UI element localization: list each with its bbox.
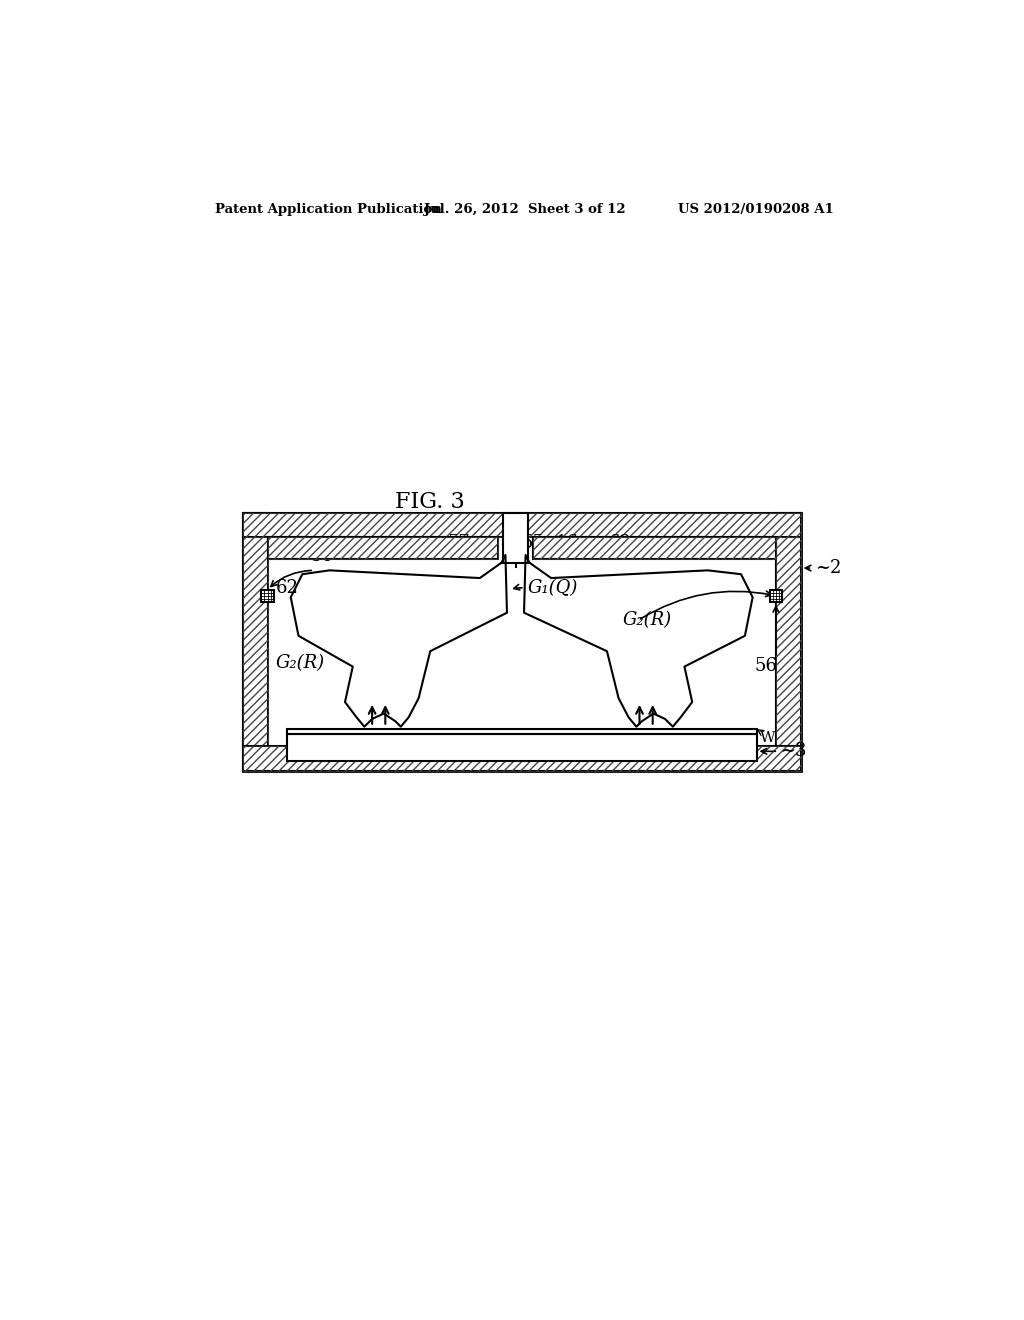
Bar xyxy=(243,746,801,771)
Bar xyxy=(287,729,757,734)
Text: ~2: ~2 xyxy=(815,560,841,577)
Text: Patent Application Publication: Patent Application Publication xyxy=(215,203,441,216)
Text: P: P xyxy=(640,739,651,756)
Bar xyxy=(267,537,499,558)
Text: FIG. 3: FIG. 3 xyxy=(395,491,465,513)
Bar xyxy=(503,533,528,558)
Bar xyxy=(287,734,757,762)
Text: 56: 56 xyxy=(755,657,777,676)
Bar xyxy=(776,512,801,771)
Bar xyxy=(770,590,782,602)
Bar xyxy=(267,558,776,746)
Text: 62: 62 xyxy=(276,579,299,597)
Text: 16: 16 xyxy=(556,535,579,552)
Bar xyxy=(243,512,267,771)
Bar xyxy=(243,512,801,771)
Bar xyxy=(243,512,267,771)
Text: US 2012/0190208 A1: US 2012/0190208 A1 xyxy=(678,203,834,216)
Text: G₁(Q): G₁(Q) xyxy=(527,579,578,597)
Bar xyxy=(532,537,776,558)
Bar xyxy=(243,512,801,537)
Text: G₂(R): G₂(R) xyxy=(275,653,325,672)
Text: 56: 56 xyxy=(310,546,333,565)
Bar xyxy=(243,512,801,537)
Text: 55: 55 xyxy=(521,535,545,552)
Bar xyxy=(532,537,776,558)
Bar xyxy=(243,746,801,771)
Text: Jul. 26, 2012  Sheet 3 of 12: Jul. 26, 2012 Sheet 3 of 12 xyxy=(424,203,626,216)
Bar xyxy=(503,512,528,562)
Text: ~3: ~3 xyxy=(779,742,806,760)
Bar xyxy=(261,590,273,602)
Text: 62: 62 xyxy=(608,535,632,552)
Text: 57: 57 xyxy=(447,535,471,552)
Text: W: W xyxy=(761,730,776,744)
Text: P: P xyxy=(385,739,397,756)
Bar xyxy=(267,537,499,558)
Bar xyxy=(776,512,801,771)
Text: G₂(R): G₂(R) xyxy=(623,611,672,630)
